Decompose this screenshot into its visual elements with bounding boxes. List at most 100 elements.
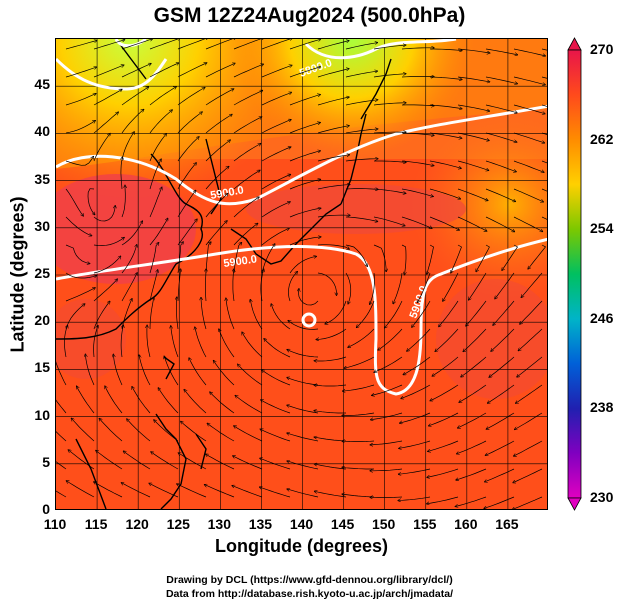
streamline xyxy=(317,244,349,250)
streamline xyxy=(401,132,434,135)
streamline xyxy=(289,256,316,274)
streamline xyxy=(345,100,378,106)
streamline xyxy=(317,155,349,162)
streamline xyxy=(325,300,347,324)
streamline xyxy=(513,48,545,56)
streamline xyxy=(345,216,378,222)
streamline xyxy=(205,194,228,218)
streamline xyxy=(457,132,489,141)
streamline xyxy=(373,188,406,193)
streamline xyxy=(345,272,352,304)
streamline xyxy=(171,326,179,358)
streamline xyxy=(374,356,403,372)
streamline xyxy=(401,216,432,228)
y-tick-label: 25 xyxy=(34,265,50,281)
streamline xyxy=(486,412,515,429)
streamline xyxy=(541,188,547,192)
streamline xyxy=(56,431,67,442)
streamline xyxy=(457,104,489,111)
streamline xyxy=(289,39,321,50)
colorbar-gradient xyxy=(567,49,582,499)
streamline xyxy=(493,300,515,325)
streamline xyxy=(399,468,431,474)
streamline xyxy=(177,39,208,50)
x-tick-label: 130 xyxy=(207,516,231,532)
streamline xyxy=(233,39,264,50)
streamline xyxy=(177,163,196,190)
streamline xyxy=(317,272,337,295)
streamline xyxy=(149,110,172,134)
streamline xyxy=(288,272,297,302)
streamline xyxy=(66,481,95,498)
colorbar xyxy=(567,37,582,511)
colorbar-tick-label: 238 xyxy=(590,399,614,416)
streamline xyxy=(262,370,291,386)
streamline xyxy=(289,151,320,162)
streamline xyxy=(370,468,403,471)
streamline xyxy=(287,461,319,470)
streamline xyxy=(401,160,434,166)
streamline xyxy=(205,63,235,78)
streamline xyxy=(345,129,378,134)
streamline xyxy=(314,437,347,442)
streamline xyxy=(65,216,92,236)
streamline xyxy=(261,175,291,190)
streamline xyxy=(65,41,97,50)
streamline xyxy=(484,496,515,508)
streamline xyxy=(345,189,378,190)
streamline xyxy=(261,65,292,78)
streamline xyxy=(210,392,235,414)
x-tick-label: 165 xyxy=(495,516,519,532)
streamline xyxy=(469,272,487,300)
streamline xyxy=(517,356,543,377)
streamline xyxy=(121,87,149,106)
streamline xyxy=(485,160,516,172)
streamline xyxy=(219,329,235,358)
streamline xyxy=(201,298,207,330)
streamline xyxy=(458,412,487,428)
streamline xyxy=(485,48,518,55)
streamline xyxy=(250,300,263,330)
streamline xyxy=(149,87,176,106)
streamline xyxy=(177,269,181,302)
streamline xyxy=(65,67,96,78)
colorbar-tick-label: 262 xyxy=(590,130,614,147)
streamline xyxy=(342,441,375,442)
streamline xyxy=(93,89,122,106)
streamline xyxy=(232,486,263,498)
streamline xyxy=(149,270,158,302)
streamline xyxy=(439,300,459,327)
streamline xyxy=(371,412,403,420)
streamline xyxy=(205,140,230,162)
streamline xyxy=(93,112,118,134)
credit-data: Data from http://database.rish.kyoto-u.a… xyxy=(165,588,454,600)
streamline xyxy=(485,440,515,455)
streamline xyxy=(417,272,431,302)
streamline xyxy=(214,361,235,386)
streamline xyxy=(233,197,259,218)
streamline xyxy=(314,385,347,386)
x-tick-label: 150 xyxy=(371,516,396,532)
y-tick-label: 15 xyxy=(34,359,50,376)
streamline xyxy=(485,104,517,113)
streamline xyxy=(289,179,321,190)
streamline xyxy=(516,384,543,403)
streamline xyxy=(264,339,291,358)
y-tick-label: 45 xyxy=(34,76,50,93)
streamline xyxy=(314,356,347,361)
streamline xyxy=(457,48,490,53)
x-tick-label: 145 xyxy=(330,516,355,532)
streamline xyxy=(398,496,431,501)
streamline xyxy=(373,45,406,50)
streamline xyxy=(260,269,264,302)
streamline xyxy=(345,43,377,50)
streamline xyxy=(261,228,289,246)
streamline xyxy=(149,187,162,218)
y-tick-label: 20 xyxy=(34,312,50,329)
streamline xyxy=(429,132,462,138)
streamline xyxy=(513,188,543,202)
streamline xyxy=(317,97,349,106)
streamline xyxy=(289,95,320,106)
streamline xyxy=(149,39,180,50)
typhoon-center-contour xyxy=(301,312,317,328)
